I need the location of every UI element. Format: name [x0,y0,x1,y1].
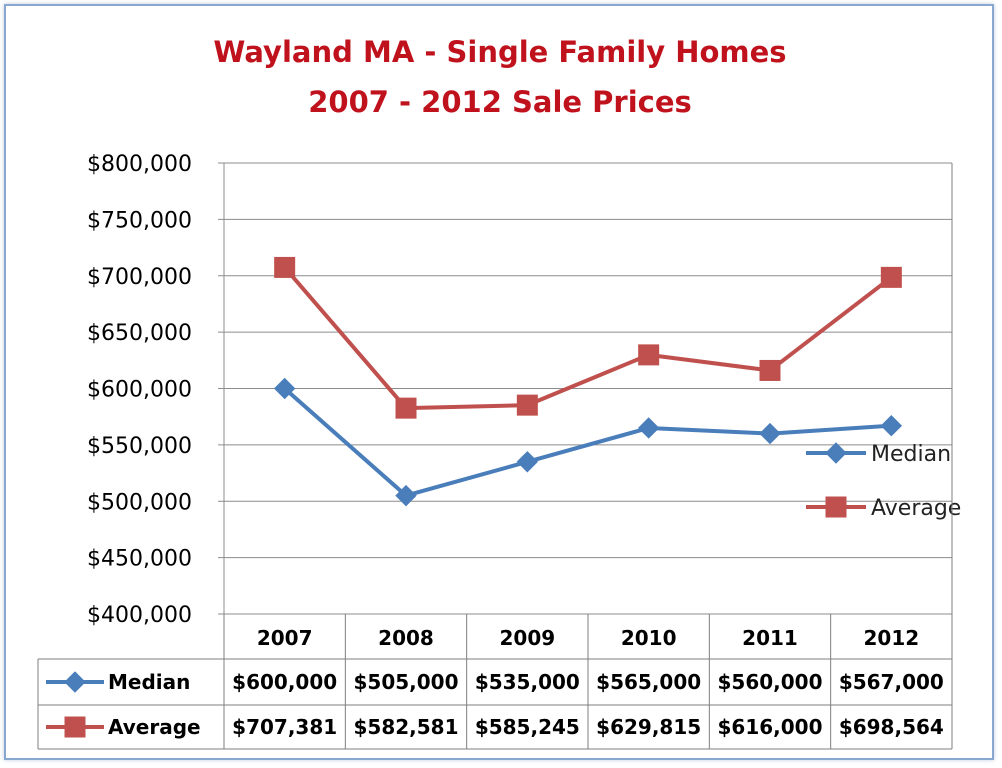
y-tick-label: $800,000 [87,152,192,177]
y-tick-label: $650,000 [87,321,192,346]
table-cell-value: $582,581 [353,715,458,739]
table-cell-value: $535,000 [475,670,580,694]
chart-title-line-1: Wayland MA - Single Family Homes [213,35,786,69]
data-point-average [638,344,660,366]
data-point-median [880,415,903,437]
x-category-label: 2012 [863,626,919,650]
table-legend-key-marker [64,671,86,693]
table-cell-value: $616,000 [717,715,822,739]
data-point-median [637,417,660,439]
y-tick-label: $700,000 [87,265,192,290]
series-line-median [283,387,892,498]
table-cell-value: $698,564 [839,715,944,739]
x-category-label: 2010 [621,626,677,650]
x-category-label: 2011 [742,626,798,650]
x-category-label: 2007 [257,626,313,650]
legend-label: Median [871,442,951,467]
data-point-average [274,256,296,278]
chart-title-line-2: 2007 - 2012 Sale Prices [308,85,692,119]
table-series-name: Average [108,715,201,739]
data-point-average [759,359,781,381]
y-tick-label: $600,000 [87,378,192,403]
chart-frame [4,4,994,760]
table-cell-value: $565,000 [596,670,701,694]
data-point-median [759,422,781,445]
table-legend-key-marker [64,716,86,738]
table-cell-value: $600,000 [232,670,337,694]
table-series-name: Median [108,670,190,694]
y-tick-label: $400,000 [87,603,192,628]
table-cell-value: $585,245 [475,715,580,739]
data-point-average [516,394,538,416]
table-cell-value: $567,000 [839,670,944,694]
data-point-median [516,451,539,473]
data-point-median [395,484,417,507]
x-category-label: 2008 [378,626,434,650]
y-tick-label: $500,000 [87,490,192,515]
data-point-average [395,397,417,419]
table-cell-value: $629,815 [596,715,701,739]
x-category-label: 2009 [499,626,555,650]
legend-key-marker [825,442,847,464]
table-cell-value: $707,381 [232,715,337,739]
y-tick-label: $450,000 [87,547,192,572]
legend-key-marker [825,496,847,518]
data-point-average [880,266,902,288]
table-cell-value: $505,000 [353,670,458,694]
y-tick-label: $750,000 [87,208,192,233]
data-point-median [273,377,296,400]
table-cell-value: $560,000 [717,670,822,694]
y-tick-label: $550,000 [87,434,192,459]
legend-label: Average [871,496,961,521]
series-line-average [283,266,893,411]
